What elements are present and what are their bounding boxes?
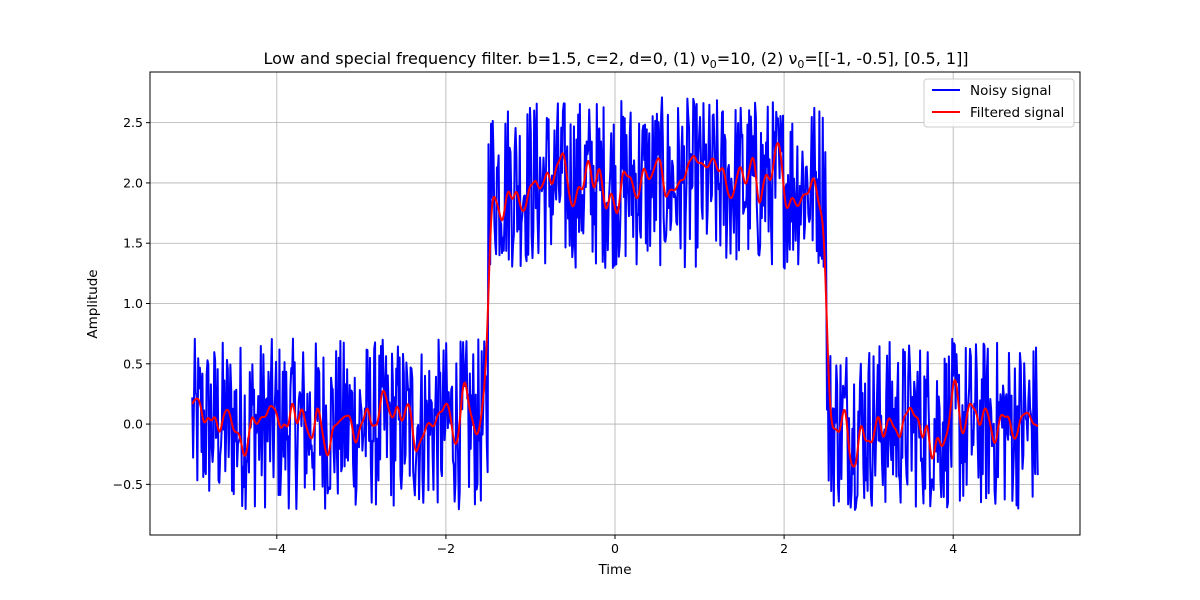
- y-tick-label: −0.5: [113, 477, 143, 492]
- y-tick-label: 1.0: [123, 296, 143, 311]
- x-tick-label: 2: [780, 541, 788, 556]
- noisy-signal-path: [191, 96, 1039, 511]
- x-tick-label: 4: [949, 541, 957, 556]
- x-tick-label: −4: [268, 541, 286, 556]
- y-axis-label: Amplitude: [85, 269, 101, 338]
- y-tick-label: 1.5: [123, 236, 143, 251]
- legend-label-filtered: Filtered signal: [970, 105, 1064, 121]
- x-axis-ticks: −4 −2 0 2 4: [268, 535, 957, 556]
- y-tick-label: 2.5: [123, 115, 143, 130]
- legend-label-noisy: Noisy signal: [970, 83, 1051, 99]
- x-tick-label: 0: [611, 541, 619, 556]
- y-axis-ticks: −0.5 0.0 0.5 1.0 1.5 2.0 2.5: [113, 115, 150, 492]
- y-tick-label: 0.0: [123, 417, 143, 432]
- legend-box: [923, 78, 1075, 128]
- legend: Noisy signal Filtered signal: [923, 78, 1075, 128]
- x-tick-label: −2: [437, 541, 455, 556]
- noisy-signal-line: [191, 96, 1039, 511]
- filtered-signal-path: [191, 141, 1039, 468]
- y-tick-label: 0.5: [123, 356, 143, 371]
- filtered-signal-line: [191, 141, 1039, 468]
- x-axis-label: Time: [597, 562, 631, 578]
- y-tick-label: 2.0: [123, 175, 143, 190]
- chart-title: Low and special frequency filter. b=1.5,…: [263, 49, 968, 71]
